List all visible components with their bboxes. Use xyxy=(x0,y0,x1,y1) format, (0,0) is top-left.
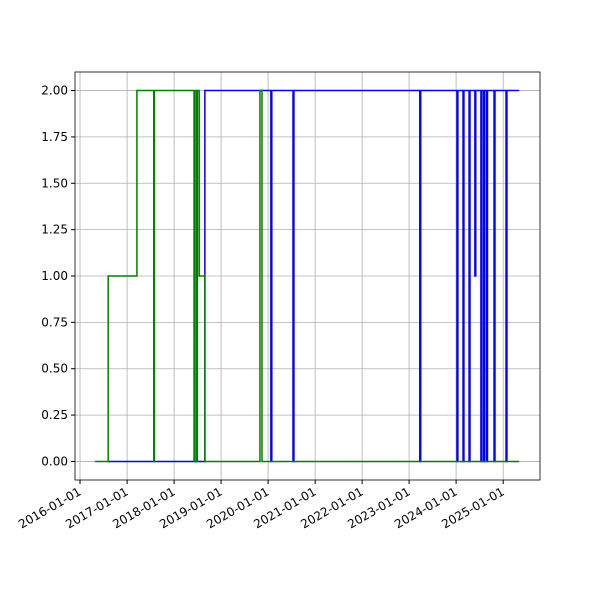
y-tick-label: 0.25 xyxy=(41,408,68,422)
y-tick-label: 1.25 xyxy=(41,223,68,237)
y-tick-label: 0.00 xyxy=(41,454,68,468)
y-tick-label: 1.00 xyxy=(41,269,68,283)
y-tick-label: 2.00 xyxy=(41,84,68,98)
y-tick-label: 1.50 xyxy=(41,176,68,190)
y-tick-label: 1.75 xyxy=(41,130,68,144)
step-line xyxy=(94,89,520,463)
y-tick-label: 0.50 xyxy=(41,362,68,376)
plot-frame xyxy=(74,71,541,481)
y-tick-label: 0.75 xyxy=(41,315,68,329)
